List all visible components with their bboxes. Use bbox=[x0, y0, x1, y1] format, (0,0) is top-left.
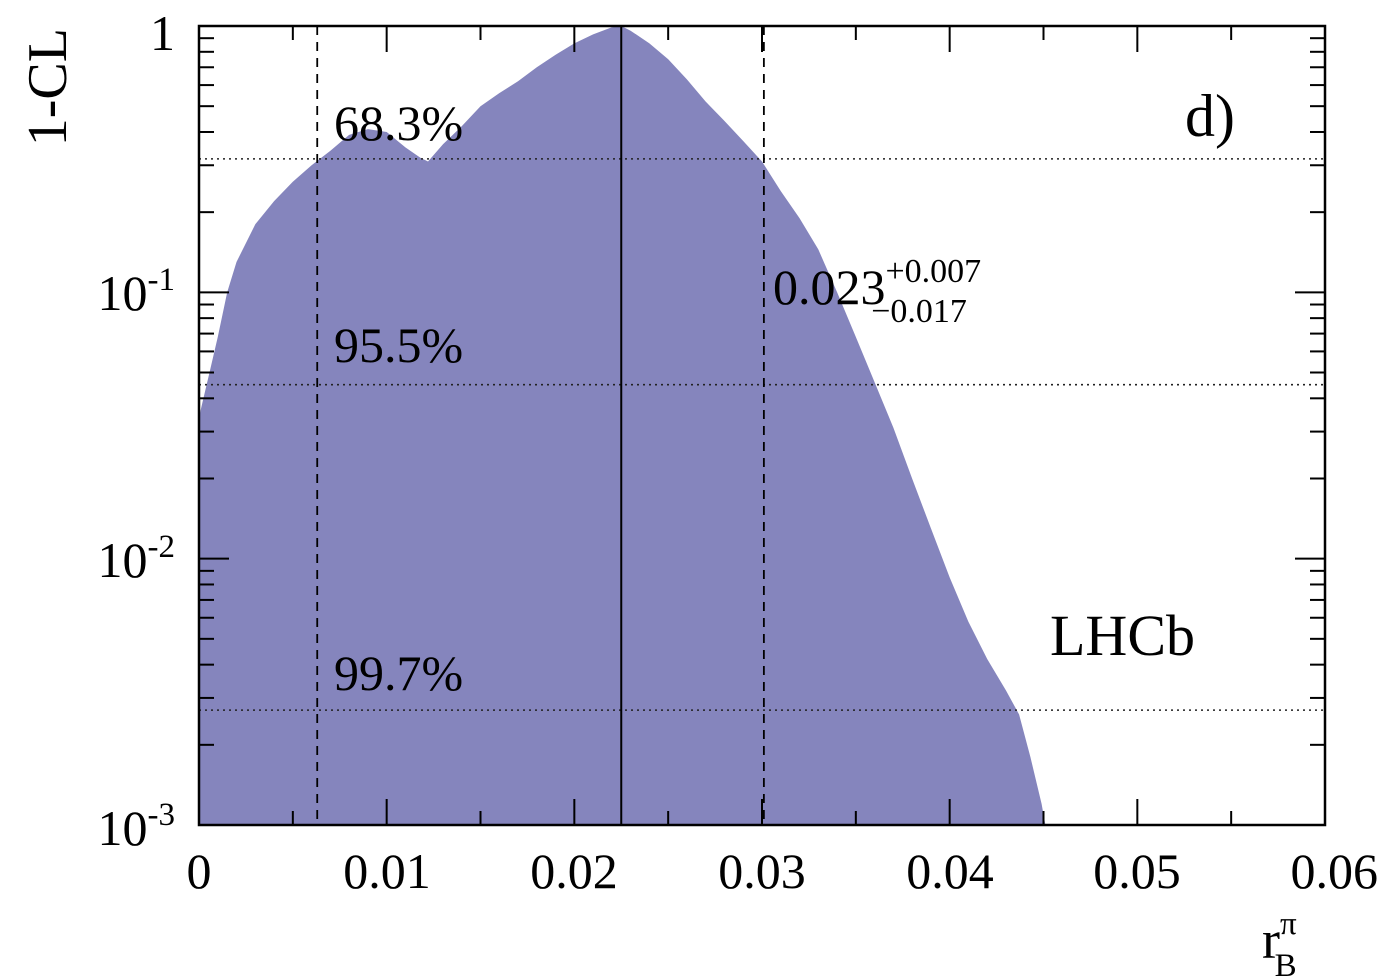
experiment-label: LHCb bbox=[1050, 603, 1195, 668]
panel-label: d) bbox=[1185, 83, 1235, 149]
plot-frame bbox=[197, 24, 1327, 827]
y-tick-label-0: 1 bbox=[150, 5, 175, 61]
y-tick-label-1: 10-1 bbox=[98, 262, 176, 321]
y-tick-label-2: 10-2 bbox=[98, 529, 176, 588]
cl-label-99: 99.7% bbox=[334, 645, 463, 701]
x-axis-title: rπ B bbox=[1262, 906, 1297, 978]
result-annotation: 0.023+0.007 −0.017 bbox=[773, 253, 981, 330]
x-tick-label-0: 0 bbox=[187, 843, 212, 899]
y-axis-title: 1-CL bbox=[17, 28, 79, 146]
x-tick-label-1: 0.01 bbox=[343, 843, 431, 899]
y-tick-label-3: 10-3 bbox=[98, 797, 176, 856]
x-tick-label-4: 0.04 bbox=[906, 843, 994, 899]
cl-label-95: 95.5% bbox=[334, 317, 463, 373]
x-tick-label-6: 0.06 bbox=[1291, 843, 1379, 899]
x-tick-label-3: 0.03 bbox=[718, 843, 806, 899]
x-tick-label-5: 0.05 bbox=[1093, 843, 1181, 899]
cl-label-68: 68.3% bbox=[334, 95, 463, 151]
x-tick-label-2: 0.02 bbox=[530, 843, 618, 899]
